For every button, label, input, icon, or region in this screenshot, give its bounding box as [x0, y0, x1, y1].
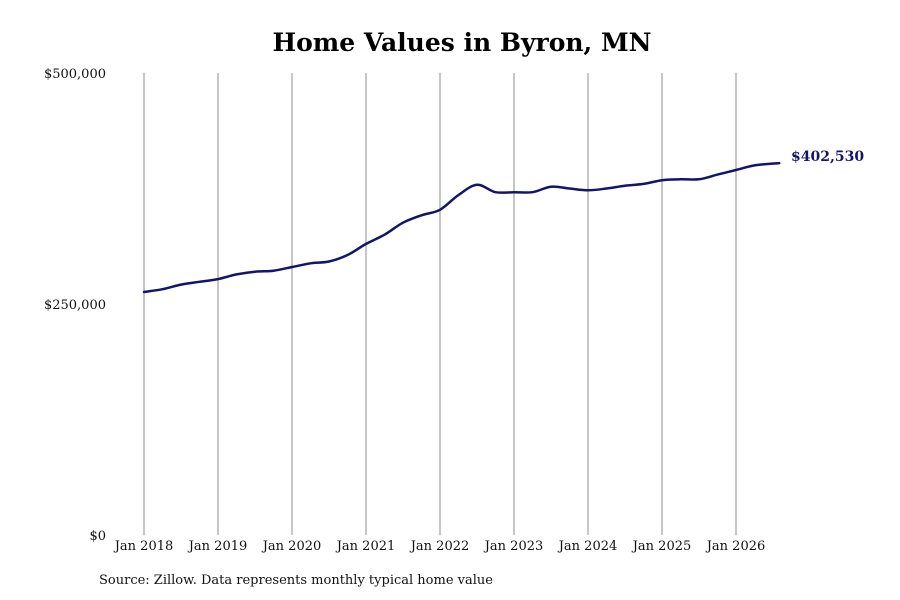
x-tick-label: Jan 2022: [409, 539, 470, 554]
x-axis-ticks: Jan 2018 Jan 2019 Jan 2020 Jan 2021 Jan 2022…: [113, 539, 766, 554]
x-tick-label: Jan 2021: [335, 539, 396, 554]
y-tick-label: $250,000: [44, 298, 106, 313]
x-tick-label: Jan 2026: [705, 539, 766, 554]
chart-title: Home Values in Byron, MN: [272, 28, 651, 57]
x-tick-label: Jan 2019: [187, 539, 248, 554]
series-line: [142, 161, 781, 294]
gridlines: [143, 73, 737, 535]
x-tick-label: Jan 2018: [113, 539, 174, 554]
x-tick-label: Jan 2023: [483, 539, 544, 554]
y-tick-label: $500,000: [44, 67, 106, 82]
source-note: Source: Zillow. Data represents monthly …: [99, 573, 493, 588]
x-tick-label: Jan 2024: [557, 539, 618, 554]
x-tick-label: Jan 2025: [631, 539, 692, 554]
end-value-label: $402,530: [791, 149, 864, 165]
y-axis-ticks: $0 $250,000 $500,000: [44, 67, 106, 544]
x-tick-label: Jan 2020: [261, 539, 322, 554]
y-tick-label: $0: [89, 529, 106, 544]
